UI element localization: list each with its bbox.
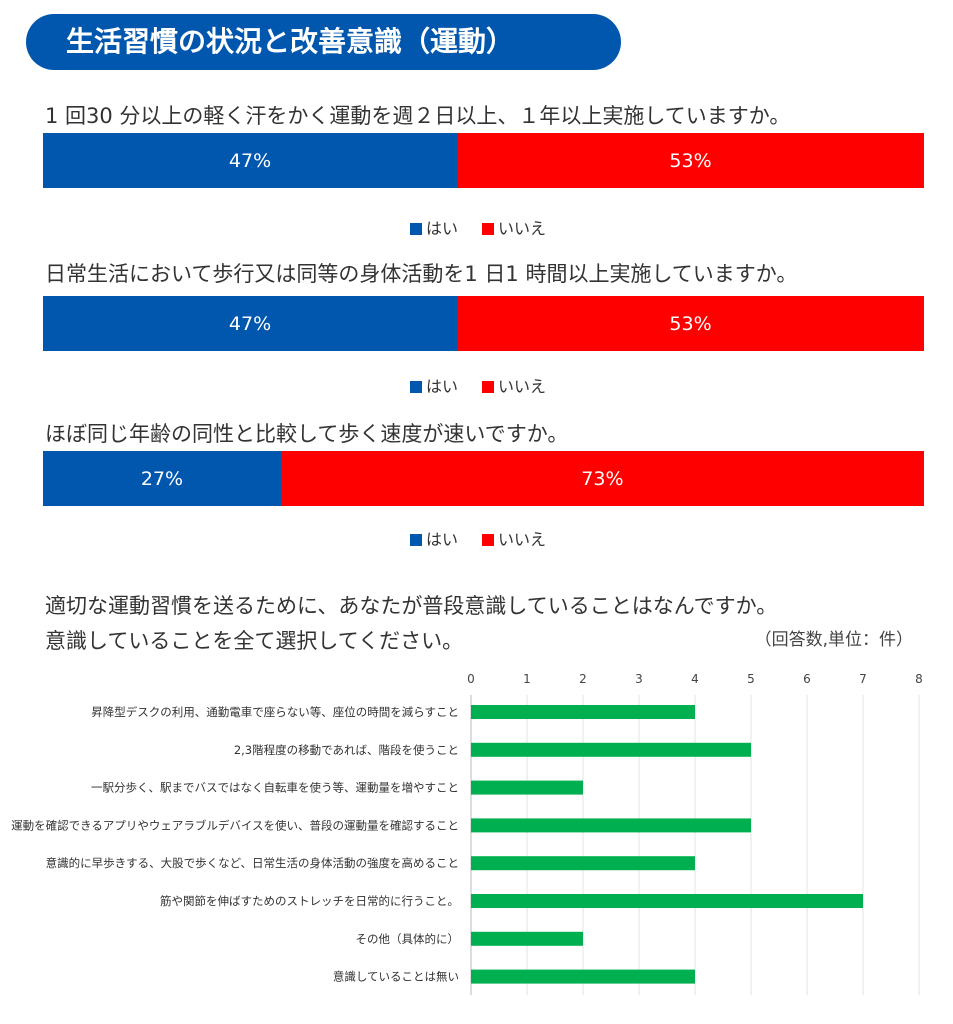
category-label: 一駅分歩く、駅までバスではなく自転車を使う等、運動量を増やすこと bbox=[91, 781, 459, 795]
x-tick-label: 1 bbox=[523, 672, 531, 686]
x-tick-label: 5 bbox=[747, 672, 755, 686]
stacked-bar: 27% 73% bbox=[43, 451, 924, 506]
bar bbox=[471, 894, 863, 908]
legend: はい いいえ bbox=[410, 215, 546, 239]
legend-label: いいえ bbox=[498, 219, 547, 238]
category-label: 筋や関節を伸ばすためのストレッチを日常的に行うこと。 bbox=[160, 894, 459, 908]
category-label: 意識していることは無い bbox=[333, 970, 459, 984]
category-label: 意識的に早歩きする、大股で歩くなど、日常生活の身体活動の強度を高めること bbox=[46, 856, 459, 870]
no-segment: 73% bbox=[280, 451, 924, 506]
bar bbox=[471, 818, 751, 833]
legend-swatch bbox=[482, 223, 495, 235]
legend-no: いいえ bbox=[482, 373, 546, 397]
yes-segment: 47% bbox=[43, 296, 458, 351]
bar bbox=[471, 742, 751, 757]
category-label: 運動を確認できるアプリやウェアラブルデバイスを使い、普段の運動量を確認すること bbox=[11, 818, 459, 832]
yes-segment: 27% bbox=[43, 451, 281, 506]
legend-swatch bbox=[410, 223, 422, 235]
category-label: 昇降型デスクの利用、通勤電車で座らない等、座位の時間を減らすこと bbox=[91, 705, 459, 719]
bar bbox=[471, 705, 695, 719]
legend-yes: はい bbox=[410, 215, 458, 239]
no-segment: 53% bbox=[457, 296, 924, 351]
x-tick-label: 2 bbox=[579, 672, 587, 686]
question-text: ほぼ同じ年齢の同性と比較して歩く速度が速いですか。 bbox=[45, 422, 569, 446]
bar bbox=[471, 931, 583, 946]
legend-label: はい bbox=[426, 219, 459, 238]
legend-swatch bbox=[482, 534, 495, 546]
page-title: 生活習慣の状況と改善意識（運動） bbox=[26, 14, 621, 70]
question-text: 日常生活において歩行又は同等の身体活動を1 日1 時間以上実施していますか。 bbox=[45, 262, 798, 286]
unit-note: （回答数,単位：件） bbox=[754, 630, 913, 650]
no-segment: 53% bbox=[457, 133, 924, 188]
x-tick-label: 6 bbox=[803, 672, 811, 686]
x-tick-label: 8 bbox=[915, 672, 923, 686]
category-label: その他（具体的に） bbox=[356, 932, 460, 946]
yes-segment: 47% bbox=[43, 133, 458, 188]
legend-no: いいえ bbox=[482, 526, 546, 550]
legend-label: いいえ bbox=[498, 377, 547, 396]
q4-question-line2: 意識していることを全て選択してください。 bbox=[45, 629, 464, 653]
bar bbox=[471, 856, 695, 871]
x-tick-label: 7 bbox=[859, 672, 867, 686]
x-tick-label: 3 bbox=[635, 672, 643, 686]
stacked-bar: 47% 53% bbox=[43, 133, 924, 188]
legend-label: いいえ bbox=[498, 530, 547, 549]
legend-label: はい bbox=[426, 530, 459, 549]
legend: はい いいえ bbox=[410, 526, 546, 550]
question-text: 1 回30 分以上の軽く汗をかく運動を週２日以上、１年以上実施していますか。 bbox=[45, 104, 791, 128]
legend-swatch bbox=[410, 534, 422, 546]
bar bbox=[471, 969, 695, 984]
legend-swatch bbox=[410, 381, 422, 393]
legend-label: はい bbox=[426, 377, 459, 396]
x-tick-label: 4 bbox=[691, 672, 699, 686]
stacked-bar: 47% 53% bbox=[43, 296, 924, 351]
legend-no: いいえ bbox=[482, 215, 546, 239]
bar bbox=[471, 780, 583, 795]
legend: はい いいえ bbox=[410, 373, 546, 397]
q4-question-line1: 適切な運動習慣を送るために、あなたが普段意識していることはなんですか。 bbox=[45, 594, 778, 618]
x-tick-label: 0 bbox=[467, 672, 475, 686]
category-label: 2,3階程度の移動であれば、階段を使うこと bbox=[234, 743, 459, 757]
legend-swatch bbox=[482, 381, 495, 393]
legend-yes: はい bbox=[410, 526, 458, 550]
legend-yes: はい bbox=[410, 373, 458, 397]
